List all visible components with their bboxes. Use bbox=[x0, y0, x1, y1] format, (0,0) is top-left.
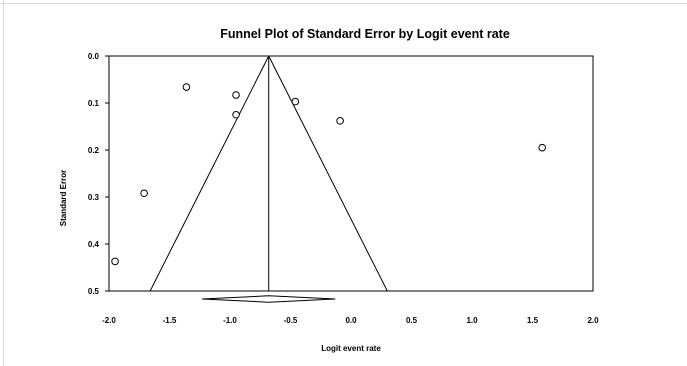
x-tick-label: 1.5 bbox=[527, 316, 539, 325]
x-tick-label: 0.5 bbox=[406, 316, 418, 325]
x-tick-label: -2.0 bbox=[102, 316, 116, 325]
chart-title: Funnel Plot of Standard Error by Logit e… bbox=[220, 27, 510, 41]
funnel-left-line bbox=[149, 55, 270, 292]
study-points bbox=[111, 83, 546, 266]
x-axis-ticks: -2.0 -1.5 -1.0 -0.5 0.0 0.5 1.0 1.5 2.0 bbox=[102, 316, 599, 325]
plot-area bbox=[108, 55, 594, 292]
x-tick-label: 0.0 bbox=[345, 316, 357, 325]
study-point bbox=[182, 83, 191, 91]
summary-diamond-group bbox=[202, 295, 336, 303]
summary-diamond bbox=[202, 295, 336, 303]
study-point bbox=[140, 189, 148, 198]
x-tick-label: 2.0 bbox=[587, 316, 599, 325]
y-tick-label: 0.3 bbox=[88, 193, 100, 202]
study-point bbox=[291, 97, 300, 106]
y-axis-title: Standard Error bbox=[59, 170, 68, 226]
x-tick-label: -1.5 bbox=[163, 316, 177, 325]
x-tick-label: -1.0 bbox=[223, 316, 237, 325]
x-tick-label: -0.5 bbox=[284, 316, 298, 325]
funnel-right-line bbox=[268, 55, 388, 292]
study-point bbox=[538, 143, 546, 152]
study-point bbox=[232, 91, 240, 99]
study-point bbox=[336, 117, 344, 125]
x-tick-label: 1.0 bbox=[466, 316, 478, 325]
study-point bbox=[232, 110, 240, 119]
study-point bbox=[111, 257, 119, 266]
y-axis-ticks: 0.0 0.1 0.2 0.3 0.4 0.5 bbox=[88, 52, 109, 296]
y-tick-label: 0.5 bbox=[88, 287, 100, 296]
funnel-group bbox=[149, 55, 388, 292]
x-axis-title: Logit event rate bbox=[321, 344, 381, 353]
y-tick-label: 0.4 bbox=[88, 240, 100, 249]
y-tick-label: 0.0 bbox=[88, 52, 100, 61]
y-tick-label: 0.1 bbox=[88, 99, 100, 108]
y-tick-label: 0.2 bbox=[88, 146, 100, 155]
